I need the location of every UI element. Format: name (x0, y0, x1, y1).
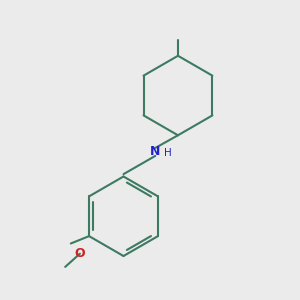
Text: N: N (150, 145, 160, 158)
Text: O: O (75, 247, 85, 260)
Text: H: H (164, 148, 172, 158)
